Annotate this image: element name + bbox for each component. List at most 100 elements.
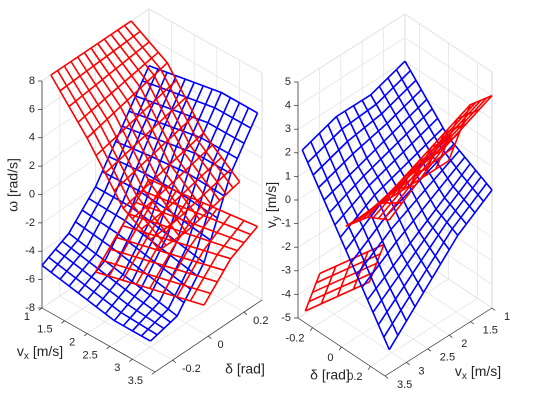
surface-column xyxy=(366,104,471,218)
mesh-line xyxy=(123,24,234,189)
tick-mark xyxy=(172,359,176,364)
surface-row xyxy=(122,132,205,209)
tick-mark xyxy=(309,327,313,332)
tick-label: 0 xyxy=(218,339,224,351)
tick-label: 3 xyxy=(114,362,120,374)
tick-label: -4 xyxy=(281,288,291,300)
tick-label: -2 xyxy=(25,217,35,229)
mesh-line xyxy=(56,70,167,246)
tick-label: 1 xyxy=(504,311,510,323)
surface-column xyxy=(122,224,231,260)
axis-label-sub: y xyxy=(271,216,282,221)
tick-mark xyxy=(151,371,156,375)
tick-label: 1.5 xyxy=(483,325,498,337)
tick-label: 1 xyxy=(285,170,291,182)
mesh-line xyxy=(135,95,245,144)
grid-line xyxy=(59,69,173,361)
mesh-line xyxy=(63,65,174,242)
mesh-line xyxy=(97,43,207,214)
surface-column xyxy=(103,38,214,208)
mesh-line xyxy=(334,117,439,226)
surface-row xyxy=(86,62,168,139)
tick-mark xyxy=(448,334,453,338)
mesh-line xyxy=(356,150,461,276)
mesh-line xyxy=(339,127,444,238)
mesh-line xyxy=(312,262,378,294)
grid-line xyxy=(312,23,420,328)
tick-label: -0.2 xyxy=(286,333,305,345)
axis-label-main: v xyxy=(263,221,279,228)
tick-mark xyxy=(61,320,65,324)
mesh-line xyxy=(117,29,227,195)
tick-label: 1 xyxy=(24,311,30,323)
surface-row xyxy=(50,20,132,76)
tick-mark xyxy=(427,348,432,352)
grid-line xyxy=(383,27,471,322)
mesh-line xyxy=(308,271,374,303)
grid-line xyxy=(341,43,449,348)
surface-row xyxy=(368,244,385,283)
mesh-line xyxy=(70,61,181,237)
tick-mark xyxy=(128,358,133,362)
surface-column xyxy=(50,74,161,251)
axis-label: vx [m/s] xyxy=(17,343,63,362)
tick-label: 2.5 xyxy=(440,352,455,364)
surface-column xyxy=(388,95,493,221)
tick-label: 6 xyxy=(29,103,35,115)
tick-label: -2 xyxy=(281,241,291,253)
mesh-line xyxy=(361,156,466,288)
mesh-line xyxy=(377,176,482,326)
tick-mark xyxy=(384,375,389,379)
tick-label: -5 xyxy=(281,312,291,324)
mesh-line xyxy=(101,170,212,241)
tick-label: 3 xyxy=(285,123,291,135)
tick-label: 2 xyxy=(461,338,467,350)
surface-column xyxy=(301,60,406,151)
tick-label: 0.2 xyxy=(347,371,362,383)
grid-line xyxy=(109,47,218,347)
mesh-line xyxy=(328,108,433,214)
tick-label: 3.5 xyxy=(397,379,412,391)
surface-column xyxy=(148,178,258,228)
tick-label: 4 xyxy=(29,132,35,144)
surface-column xyxy=(77,56,187,233)
surface-column xyxy=(95,271,205,306)
axis-label-unit: [m/s] xyxy=(33,343,63,359)
tick-label: 8 xyxy=(29,75,35,87)
axis-label: δ [rad] xyxy=(225,361,265,377)
tick-mark xyxy=(38,307,43,311)
mesh-line xyxy=(110,34,221,202)
tick-mark xyxy=(491,307,496,311)
surface-column xyxy=(388,189,493,351)
surface-row xyxy=(304,273,321,312)
surface-column xyxy=(304,281,370,312)
mesh-line xyxy=(350,143,455,263)
tick-label: 1.5 xyxy=(37,324,52,336)
tick-label: 5 xyxy=(285,76,291,88)
mesh-line xyxy=(48,256,158,336)
surface-column xyxy=(345,160,449,227)
axis-label-unit: [m/s] xyxy=(263,182,279,212)
mesh-line xyxy=(108,155,218,219)
axis-label: vy [m/s] xyxy=(263,182,282,228)
tick-mark xyxy=(106,346,111,350)
axis-label-sub: x xyxy=(24,351,29,362)
tick-label: -4 xyxy=(25,245,35,257)
mesh-line xyxy=(61,240,171,323)
axis-label: δ [rad] xyxy=(310,367,350,383)
tick-label: 3.5 xyxy=(128,375,143,387)
mesh-line xyxy=(54,248,165,330)
surface-column xyxy=(323,98,428,201)
mesh-line xyxy=(83,52,194,227)
tick-label: 0.2 xyxy=(253,315,268,327)
axis-label-unit: [m/s] xyxy=(471,363,501,379)
mesh-line xyxy=(372,169,477,313)
subplot: 1 1.5 2 2.5 3 3.5 -0.2 0 0.2 -8 -6 -4 -2 0 2 4 6 8 vx [m/s]… xyxy=(5,8,268,387)
tick-label: -8 xyxy=(25,302,35,314)
mesh-line xyxy=(307,70,411,164)
mesh-line xyxy=(383,182,488,338)
surface-column xyxy=(148,65,258,114)
axis-label-main: v xyxy=(17,343,24,359)
